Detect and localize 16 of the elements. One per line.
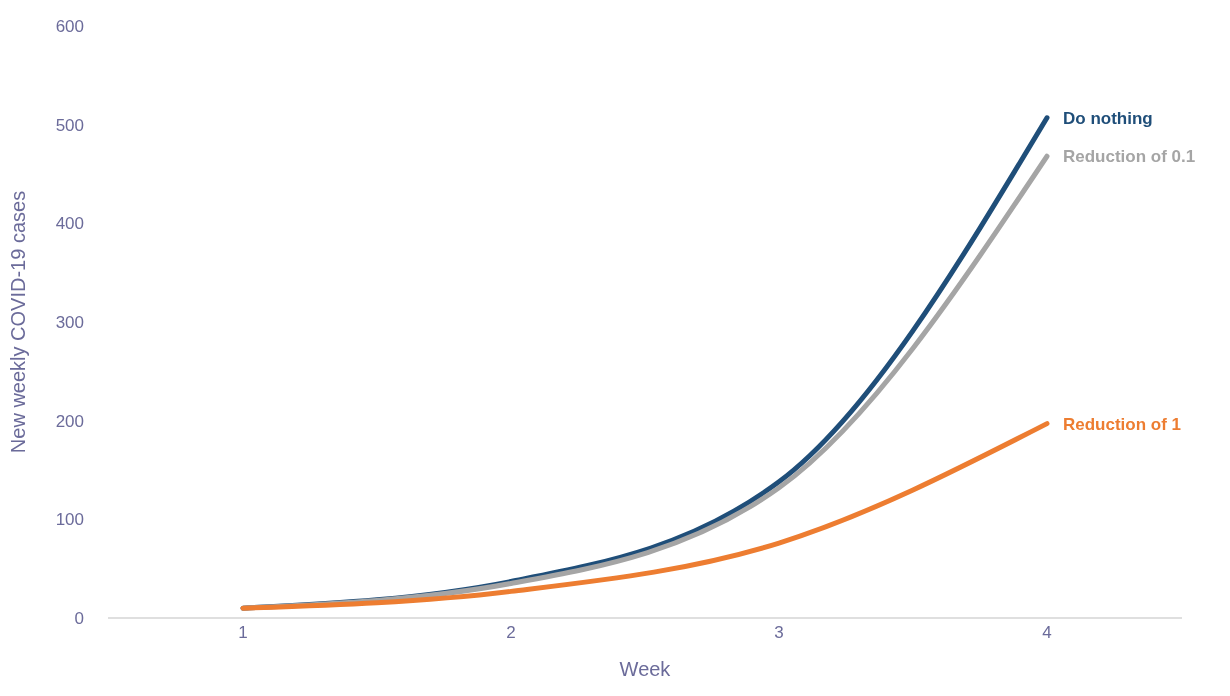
y-tick-label: 300 <box>55 313 84 333</box>
y-tick-label: 500 <box>55 115 84 135</box>
y-tick-label: 400 <box>55 214 84 234</box>
y-tick-label: 600 <box>55 17 84 37</box>
x-tick-label: 3 <box>774 623 784 643</box>
y-tick-label: 200 <box>55 411 84 431</box>
x-tick-label: 2 <box>506 623 516 643</box>
series-label: Do nothing <box>1063 108 1153 128</box>
y-axis-title: New weekly COVID-19 cases <box>7 190 30 454</box>
x-axis-title: Week <box>619 658 672 680</box>
x-tick-label: 4 <box>1042 623 1052 643</box>
y-tick-label: 100 <box>55 510 84 530</box>
x-tick-label: 1 <box>238 623 248 643</box>
y-tick-label: 0 <box>74 609 84 629</box>
series-label: Reduction of 1 <box>1063 414 1182 434</box>
series-label: Reduction of 0.1 <box>1063 147 1196 167</box>
